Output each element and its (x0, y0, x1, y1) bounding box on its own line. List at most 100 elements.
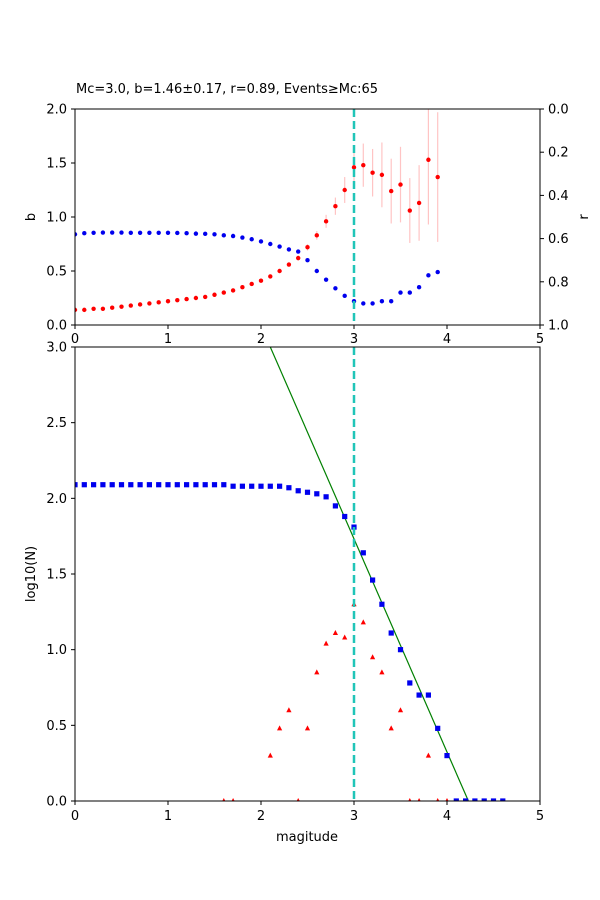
r-value-point (203, 231, 208, 237)
noncumulative-point (304, 725, 311, 731)
b-value-point (193, 295, 199, 301)
b-value-point (407, 208, 412, 213)
noncumulative-point (323, 640, 329, 646)
noncumulative-point (286, 707, 292, 713)
noncumulative-point (417, 798, 421, 801)
bottom-axes-frame (74, 346, 541, 802)
cumulative-point (286, 485, 292, 491)
bottom-xtick-label: 1 (164, 809, 172, 824)
cumulative-point (360, 550, 366, 556)
r-value-point (305, 258, 310, 263)
cumulative-point (109, 482, 115, 488)
cumulative-point (314, 491, 320, 497)
bottom-ytick-label: 1.5 (46, 568, 67, 583)
top-axes-frame (74, 108, 541, 326)
top-ytick-label: 0.0 (46, 319, 67, 334)
b-value-point (230, 288, 236, 293)
cumulative-point (463, 798, 469, 801)
cumulative-point (407, 680, 413, 686)
cumulative-point (490, 798, 497, 801)
r-value-point (379, 299, 385, 304)
noncumulative-point (296, 798, 300, 801)
b-value-point (128, 303, 133, 308)
cumulative-point (211, 482, 218, 488)
b-value-point (426, 157, 431, 162)
b-value-point (416, 200, 422, 206)
b-value-point (389, 188, 394, 194)
top-ytick-right-label: 0.2 (548, 146, 569, 161)
noncumulative-point (445, 798, 449, 801)
gr-fit-line (269, 347, 469, 801)
bottom-xtick-label: 0 (71, 809, 79, 824)
b-value-point (147, 301, 152, 306)
cumulative-point (444, 753, 450, 759)
cumulative-point (295, 488, 301, 494)
b-value-point (221, 290, 226, 295)
b-value-point (175, 297, 180, 303)
b-value-point (286, 262, 292, 267)
cumulative-point (304, 489, 311, 495)
cumulative-point (230, 483, 236, 489)
top-xtick-label: 1 (164, 332, 172, 347)
cumulative-point (342, 513, 348, 520)
r-value-point (184, 231, 189, 236)
r-value-point (230, 233, 236, 239)
r-value-point (221, 233, 226, 238)
top-ytick-right-label: 0.0 (548, 103, 569, 118)
cumulative-point (277, 483, 283, 489)
bottom-xtick-label: 2 (257, 809, 265, 824)
top-ytick-label: 1.5 (46, 157, 67, 172)
b-value-point (184, 296, 189, 302)
noncumulative-point (332, 630, 338, 636)
noncumulative-point (388, 725, 394, 731)
cumulative-point (267, 483, 273, 489)
top-xtick-label: 5 (536, 332, 544, 347)
noncumulative-point (267, 752, 273, 758)
top-ytick-right-label: 1.0 (548, 319, 569, 334)
cumulative-point (425, 692, 431, 698)
cumulative-point (81, 482, 87, 488)
cumulative-point (146, 482, 152, 488)
b-value-point (110, 305, 115, 310)
b-value-point (258, 278, 264, 283)
r-value-point (398, 290, 403, 295)
noncumulative-point (370, 654, 376, 660)
b-value-point (268, 274, 273, 279)
cumulative-point (174, 482, 180, 488)
top-ytick-right-label: 0.6 (548, 232, 569, 247)
bottom-ylabel: log10(N) (24, 546, 39, 602)
top-panel: Mc=3.0, b=1.46±0.17, r=0.89, Events≥Mc:6… (24, 82, 592, 347)
noncumulative-point (379, 669, 385, 675)
cumulative-point (388, 630, 394, 636)
b-value-point (91, 306, 96, 311)
top-ytick-label: 2.0 (46, 103, 67, 118)
b-value-point (323, 219, 329, 224)
bottom-ytick-label: 1.0 (46, 643, 67, 658)
b-value-point (277, 268, 282, 274)
cumulative-point (500, 798, 506, 801)
noncumulative-point (436, 798, 440, 801)
b-value-point (398, 182, 403, 187)
cumulative-point (202, 482, 208, 488)
r-value-point (342, 293, 347, 299)
noncumulative-point (342, 634, 348, 640)
r-value-point (175, 230, 180, 236)
b-value-point (82, 307, 87, 313)
r-value-point (75, 232, 78, 237)
cumulative-point (379, 601, 385, 607)
cumulative-point (100, 482, 106, 488)
top-ylabel: b (24, 213, 39, 221)
cumulative-point (193, 482, 199, 488)
r-value-point (361, 301, 366, 306)
b-value-point (137, 302, 143, 307)
r-value-point (147, 230, 152, 235)
cumulative-point (137, 482, 143, 488)
cumulative-point (453, 798, 459, 801)
b-value-point (165, 299, 171, 304)
top-xtick-label: 0 (71, 332, 79, 347)
r-value-point (333, 286, 338, 291)
bottom-xtick-label: 4 (443, 809, 451, 824)
cumulative-point (258, 483, 264, 489)
top-title: Mc=3.0, b=1.46±0.17, r=0.89, Events≥Mc:6… (76, 82, 378, 97)
cumulative-point (370, 577, 376, 583)
